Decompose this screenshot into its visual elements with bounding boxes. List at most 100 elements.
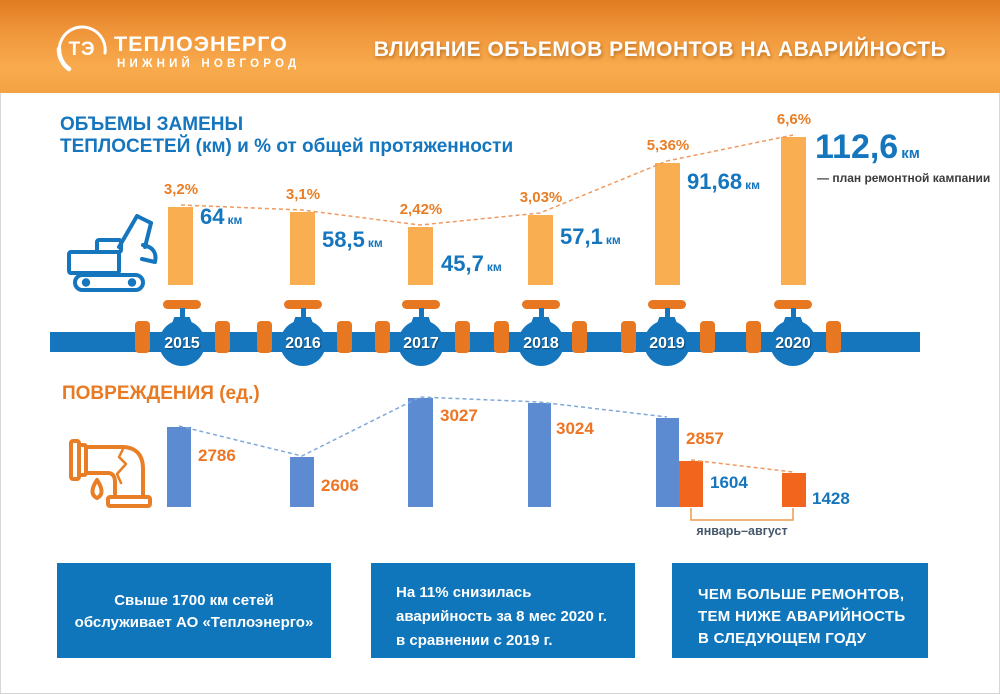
percent-label: 3,2% [163,181,199,198]
broken-pipe-icon [69,439,152,508]
km-value: 58,5 [322,227,365,252]
valve-handle [648,300,686,309]
valve-body [518,320,564,366]
percent-label: 5,36% [646,137,690,154]
period-bracket [690,508,794,521]
valve-handle [402,300,440,309]
replacement-bar [408,227,433,285]
km-unit: км [227,213,243,227]
pipe-flange [572,321,587,353]
damage-bar-jan-aug [679,461,703,507]
callout-line: ТЕМ НИЖЕ АВАРИЙНОСТЬ [698,608,906,625]
valve-body [280,320,326,366]
km-value: 64 [200,204,225,229]
logo-company-name: ТЕПЛОЭНЕРГО [114,32,288,56]
damage-bar-jan-aug [782,473,806,507]
plan-note: — план ремонтной кампании [817,171,991,185]
callout-line: Свыше 1700 км сетей [114,592,274,609]
damage-value: 1604 [710,473,748,492]
km-label: 45,7 км [441,251,502,277]
km-unit: км [901,145,920,162]
slide-title: ВЛИЯНИЕ ОБЪЕМОВ РЕМОНТОВ НА АВАРИЙНОСТЬ [373,38,947,61]
km-label: 58,5 км [322,227,383,253]
pipe-flange [621,321,636,353]
callout-conclusion: ЧЕМ БОЛЬШЕ РЕМОНТОВ, ТЕМ НИЖЕ АВАРИЙНОСТ… [672,563,928,658]
year-label: 2015 [164,335,200,352]
replacement-section-title-line2: ТЕПЛОСЕТЕЙ (км) и % от общей протяженнос… [60,136,514,157]
year-label: 2019 [649,335,685,352]
km-value: 45,7 [441,251,484,276]
valve-body [159,320,205,366]
damage-bar [290,457,314,507]
jan-aug-trend-line [690,459,794,473]
valve-handle [522,300,560,309]
excavator-icon [67,214,158,292]
km-unit: км [605,233,621,247]
callout-networks: Свыше 1700 км сетей обслуживает АО «Тепл… [57,563,331,658]
percent-label: 3,03% [519,189,563,206]
pipe-flange [826,321,841,353]
logo-city: НИЖНИЙ НОВГОРОД [117,58,301,70]
damage-value: 3024 [556,419,594,438]
valve-handle [774,300,812,309]
damage-bar [656,418,679,507]
pipe-flange [494,321,509,353]
damage-value: 2786 [198,446,236,465]
valve-body [644,320,690,366]
pipe-flange [337,321,352,353]
callout-line: В СЛЕДУЮЩЕМ ГОДУ [698,630,867,647]
pipe-flange [215,321,230,353]
damages-section-title: ПОВРЕЖДЕНИЯ (ед.) [62,383,260,404]
year-label: 2020 [775,335,811,352]
replacement-bar [168,207,193,285]
pipe-flange [257,321,272,353]
valve-body [398,320,444,366]
callout-line: аварийность за 8 мес 2020 г. [396,608,607,625]
valve-body [770,320,816,366]
valve-handle [284,300,322,309]
km-label-plan: 112,6 км [815,128,920,167]
callout-reduction: На 11% снизилась аварийность за 8 мес 20… [371,563,635,658]
pipe-flange [375,321,390,353]
callout-line: ЧЕМ БОЛЬШЕ РЕМОНТОВ, [698,586,905,603]
percent-label: 3,1% [285,186,321,203]
km-label: 91,68 км [687,169,760,195]
callout-line: обслуживает АО «Теплоэнерго» [74,614,314,631]
pipe-flange [700,321,715,353]
valve-handle [163,300,201,309]
valve-stem [664,308,670,324]
km-label: 57,1 км [560,224,621,250]
percent-label: 2,42% [399,201,443,218]
damage-bar [167,427,191,507]
replacement-bar [528,215,553,285]
valve-stem [300,308,306,324]
km-unit: км [745,178,760,192]
damage-value: 2857 [686,429,724,448]
damage-value: 1428 [812,489,850,508]
period-label: январь–август [696,524,788,538]
pipe-flange [455,321,470,353]
replacement-bar [655,163,680,285]
teploenergo-logo-icon [56,25,107,72]
damage-bar [528,403,551,507]
valve-stem [538,308,544,324]
header-banner: ТЭ ТЕПЛОЭНЕРГО НИЖНИЙ НОВГОРОД ВЛИЯНИЕ О… [0,0,1000,93]
callout-line: На 11% снизилась [396,584,532,601]
damage-bar [408,398,433,507]
valve-stem [790,308,796,324]
pipe-flange [746,321,761,353]
km-value: 91,68 [687,169,743,194]
valve-stem [418,308,424,324]
pipe-flange [135,321,150,353]
km-unit: км [367,236,383,250]
year-label: 2018 [523,335,559,352]
year-label: 2017 [403,335,439,352]
km-value: 57,1 [560,224,603,249]
km-label: 64 км [200,204,242,230]
damage-value: 3027 [440,406,478,425]
replacement-section-title-line1: ОБЪЕМЫ ЗАМЕНЫ [60,114,244,135]
replacement-bar [781,137,806,285]
replacement-bar [290,212,315,285]
damage-value: 2606 [321,476,359,495]
